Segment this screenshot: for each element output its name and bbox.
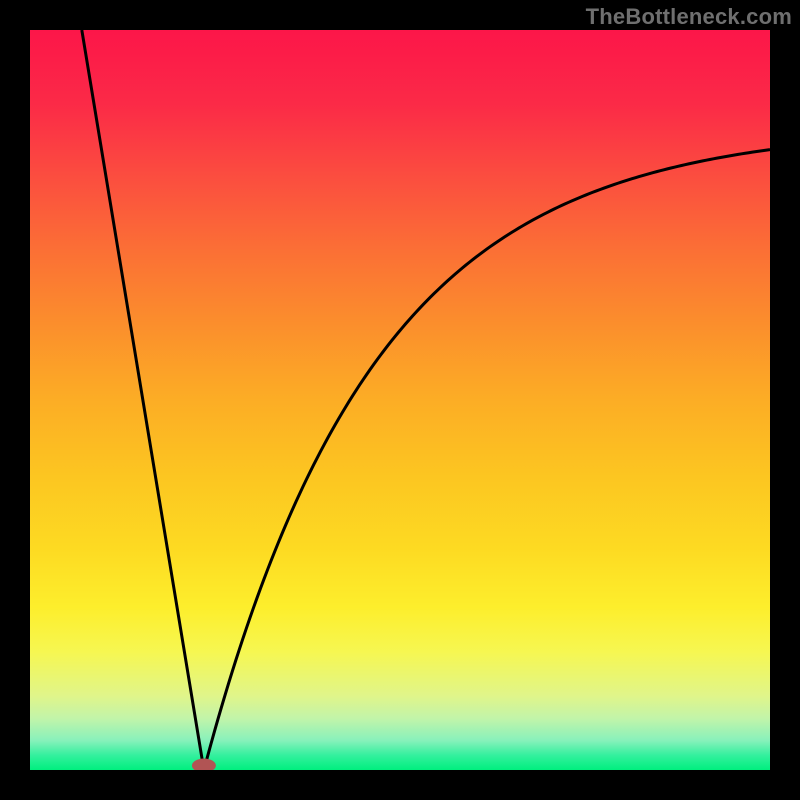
chart-svg: [30, 30, 770, 770]
plot-background: [30, 30, 770, 770]
chart-container: TheBottleneck.com: [0, 0, 800, 800]
plot-area: [30, 30, 770, 770]
watermark: TheBottleneck.com: [586, 4, 792, 30]
